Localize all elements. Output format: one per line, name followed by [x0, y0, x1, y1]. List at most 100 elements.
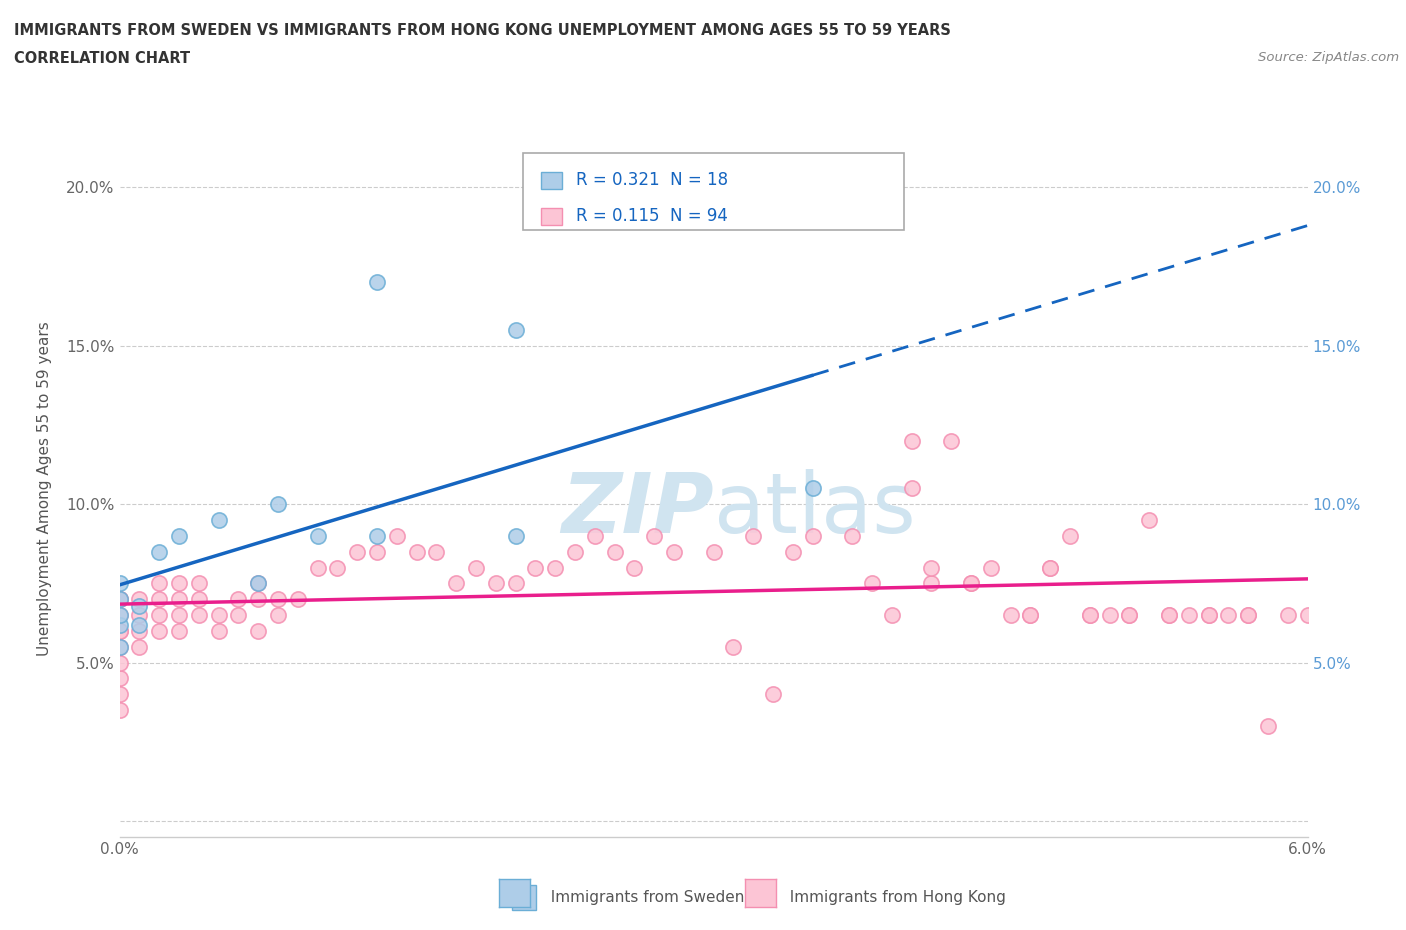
Point [603, 544, 626, 559]
Point [167, 591, 190, 606]
Point [108, 687, 131, 702]
Point [267, 607, 290, 622]
Point [1019, 607, 1042, 622]
Point [1078, 607, 1101, 622]
Point [623, 560, 645, 575]
Point [544, 560, 567, 575]
Point [267, 591, 290, 606]
Point [366, 274, 388, 289]
Text: Source: ZipAtlas.com: Source: ZipAtlas.com [1258, 51, 1399, 64]
Point [801, 481, 824, 496]
Point [980, 560, 1002, 575]
Point [860, 576, 883, 591]
Point [148, 576, 170, 591]
Text: atlas: atlas [713, 469, 915, 550]
Point [920, 576, 942, 591]
Point [723, 639, 745, 654]
Point [108, 623, 131, 638]
Text: CORRELATION CHART: CORRELATION CHART [14, 51, 190, 66]
Point [464, 560, 488, 575]
Point [128, 591, 150, 606]
Point [1198, 607, 1220, 622]
Text: R = 0.115  N = 94: R = 0.115 N = 94 [576, 207, 728, 225]
Point [228, 607, 250, 622]
Point [1137, 512, 1160, 527]
Point [643, 528, 665, 543]
Point [801, 528, 824, 543]
Point [167, 607, 190, 622]
Point [1019, 607, 1042, 622]
Point [128, 623, 150, 638]
Point [880, 607, 903, 622]
Point [1257, 719, 1279, 734]
Point [148, 544, 170, 559]
Point [108, 703, 131, 718]
Point [148, 607, 170, 622]
Point [583, 528, 606, 543]
Point [287, 591, 309, 606]
Point [782, 544, 804, 559]
Point [128, 598, 150, 613]
Point [1237, 607, 1260, 622]
Point [167, 576, 190, 591]
Point [366, 528, 388, 543]
FancyBboxPatch shape [523, 153, 904, 231]
Point [1198, 607, 1220, 622]
Point [524, 560, 547, 575]
Point [900, 433, 922, 448]
Point [425, 544, 447, 559]
Text: Immigrants from Sweden: Immigrants from Sweden [541, 890, 745, 905]
Point [1039, 560, 1062, 575]
Point [702, 544, 725, 559]
Y-axis label: Unemployment Among Ages 55 to 59 years: Unemployment Among Ages 55 to 59 years [38, 321, 52, 656]
Point [920, 560, 942, 575]
Point [207, 623, 229, 638]
Text: ZIP: ZIP [561, 469, 713, 550]
Point [187, 591, 209, 606]
Point [1039, 560, 1062, 575]
Point [1237, 607, 1260, 622]
Point [1118, 607, 1140, 622]
Text: IMMIGRANTS FROM SWEDEN VS IMMIGRANTS FROM HONG KONG UNEMPLOYMENT AMONG AGES 55 T: IMMIGRANTS FROM SWEDEN VS IMMIGRANTS FRO… [14, 23, 950, 38]
Point [485, 576, 508, 591]
Point [742, 528, 765, 543]
Point [1118, 607, 1140, 622]
FancyBboxPatch shape [541, 207, 562, 225]
Point [108, 639, 131, 654]
Point [108, 655, 131, 670]
Point [366, 544, 388, 559]
Point [1098, 607, 1121, 622]
Point [207, 512, 229, 527]
Point [1277, 607, 1299, 622]
Point [247, 576, 270, 591]
Point [307, 560, 329, 575]
Point [128, 618, 150, 632]
Point [148, 623, 170, 638]
Point [307, 528, 329, 543]
Point [662, 544, 685, 559]
Point [167, 623, 190, 638]
Point [941, 433, 963, 448]
Point [108, 591, 131, 606]
Point [762, 687, 785, 702]
Point [960, 576, 983, 591]
Point [1296, 607, 1319, 622]
Point [128, 607, 150, 622]
Point [167, 528, 190, 543]
Point [385, 528, 408, 543]
Point [108, 607, 131, 622]
Point [326, 560, 349, 575]
Point [267, 497, 290, 512]
Point [247, 623, 270, 638]
Point [207, 607, 229, 622]
Point [108, 607, 131, 622]
Point [1178, 607, 1201, 622]
Text: R = 0.321  N = 18: R = 0.321 N = 18 [576, 171, 728, 190]
Point [108, 639, 131, 654]
Point [1157, 607, 1180, 622]
Point [108, 591, 131, 606]
FancyBboxPatch shape [541, 171, 562, 189]
Point [960, 576, 983, 591]
Point [405, 544, 427, 559]
Point [128, 639, 150, 654]
